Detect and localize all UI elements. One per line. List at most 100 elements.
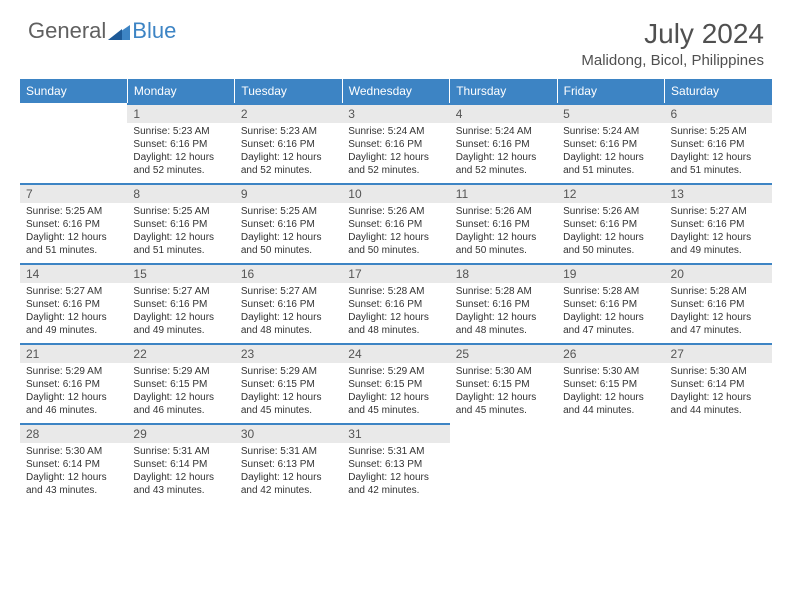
day-line: Sunset: 6:15 PM xyxy=(133,378,228,391)
day-content: Sunrise: 5:24 AMSunset: 6:16 PMDaylight:… xyxy=(450,123,557,183)
calendar-header: SundayMondayTuesdayWednesdayThursdayFrid… xyxy=(20,79,772,103)
day-line: Daylight: 12 hours xyxy=(563,391,658,404)
day-line: Daylight: 12 hours xyxy=(26,231,121,244)
calendar-day-cell: 19Sunrise: 5:28 AMSunset: 6:16 PMDayligh… xyxy=(557,263,664,343)
day-line: Sunrise: 5:25 AM xyxy=(133,205,228,218)
weekday-header: Sunday xyxy=(20,79,127,103)
day-line: Sunset: 6:16 PM xyxy=(456,138,551,151)
day-content: Sunrise: 5:26 AMSunset: 6:16 PMDaylight:… xyxy=(557,203,664,263)
day-number: 31 xyxy=(342,423,449,443)
day-number: 12 xyxy=(557,183,664,203)
weekday-header: Tuesday xyxy=(235,79,342,103)
calendar-day-cell: 14Sunrise: 5:27 AMSunset: 6:16 PMDayligh… xyxy=(20,263,127,343)
day-content: Sunrise: 5:26 AMSunset: 6:16 PMDaylight:… xyxy=(450,203,557,263)
day-line: Daylight: 12 hours xyxy=(241,151,336,164)
day-line: Sunrise: 5:26 AM xyxy=(563,205,658,218)
day-line: Sunrise: 5:24 AM xyxy=(348,125,443,138)
day-line: Sunset: 6:16 PM xyxy=(671,298,766,311)
weekday-header: Saturday xyxy=(665,79,772,103)
day-line: and 46 minutes. xyxy=(26,404,121,417)
day-line: Sunrise: 5:29 AM xyxy=(241,365,336,378)
day-line: and 52 minutes. xyxy=(241,164,336,177)
day-line: Sunrise: 5:29 AM xyxy=(26,365,121,378)
day-line: Sunrise: 5:24 AM xyxy=(563,125,658,138)
day-line: Sunrise: 5:28 AM xyxy=(563,285,658,298)
day-line: Daylight: 12 hours xyxy=(348,231,443,244)
day-line: Sunset: 6:14 PM xyxy=(671,378,766,391)
day-line: Sunrise: 5:30 AM xyxy=(456,365,551,378)
day-number: 22 xyxy=(127,343,234,363)
calendar-day-cell: 10Sunrise: 5:26 AMSunset: 6:16 PMDayligh… xyxy=(342,183,449,263)
day-line: Sunrise: 5:25 AM xyxy=(241,205,336,218)
day-line: Sunset: 6:16 PM xyxy=(563,138,658,151)
day-number: 9 xyxy=(235,183,342,203)
day-line: Sunset: 6:14 PM xyxy=(133,458,228,471)
day-line: Daylight: 12 hours xyxy=(563,231,658,244)
calendar-day-cell: 20Sunrise: 5:28 AMSunset: 6:16 PMDayligh… xyxy=(665,263,772,343)
day-content: Sunrise: 5:25 AMSunset: 6:16 PMDaylight:… xyxy=(235,203,342,263)
day-number: 26 xyxy=(557,343,664,363)
day-line: and 51 minutes. xyxy=(26,244,121,257)
calendar-day-cell: 6Sunrise: 5:25 AMSunset: 6:16 PMDaylight… xyxy=(665,103,772,183)
day-line: Daylight: 12 hours xyxy=(348,471,443,484)
day-line: Sunset: 6:16 PM xyxy=(671,138,766,151)
day-line: and 45 minutes. xyxy=(241,404,336,417)
day-line: and 50 minutes. xyxy=(348,244,443,257)
day-line: Sunset: 6:16 PM xyxy=(348,138,443,151)
day-line: Daylight: 12 hours xyxy=(671,311,766,324)
calendar-week-row: 28Sunrise: 5:30 AMSunset: 6:14 PMDayligh… xyxy=(20,423,772,503)
day-number: 1 xyxy=(127,103,234,123)
day-content: Sunrise: 5:30 AMSunset: 6:14 PMDaylight:… xyxy=(20,443,127,503)
day-line: and 48 minutes. xyxy=(456,324,551,337)
day-line: Sunrise: 5:27 AM xyxy=(133,285,228,298)
day-line: and 48 minutes. xyxy=(348,324,443,337)
calendar-day-cell xyxy=(665,423,772,503)
empty-day xyxy=(20,103,127,161)
empty-day xyxy=(557,423,664,481)
day-number: 3 xyxy=(342,103,449,123)
day-line: Sunrise: 5:23 AM xyxy=(133,125,228,138)
day-content: Sunrise: 5:27 AMSunset: 6:16 PMDaylight:… xyxy=(665,203,772,263)
calendar-day-cell: 17Sunrise: 5:28 AMSunset: 6:16 PMDayligh… xyxy=(342,263,449,343)
day-line: and 51 minutes. xyxy=(563,164,658,177)
day-line: Sunrise: 5:30 AM xyxy=(563,365,658,378)
day-line: Sunrise: 5:27 AM xyxy=(241,285,336,298)
day-line: Daylight: 12 hours xyxy=(456,151,551,164)
day-content: Sunrise: 5:28 AMSunset: 6:16 PMDaylight:… xyxy=(665,283,772,343)
calendar-day-cell: 13Sunrise: 5:27 AMSunset: 6:16 PMDayligh… xyxy=(665,183,772,263)
day-line: Sunset: 6:15 PM xyxy=(456,378,551,391)
day-number: 25 xyxy=(450,343,557,363)
calendar-day-cell: 27Sunrise: 5:30 AMSunset: 6:14 PMDayligh… xyxy=(665,343,772,423)
day-line: Sunset: 6:16 PM xyxy=(133,298,228,311)
day-content: Sunrise: 5:29 AMSunset: 6:16 PMDaylight:… xyxy=(20,363,127,423)
day-content: Sunrise: 5:23 AMSunset: 6:16 PMDaylight:… xyxy=(235,123,342,183)
day-line: and 49 minutes. xyxy=(133,324,228,337)
day-line: and 45 minutes. xyxy=(348,404,443,417)
day-content: Sunrise: 5:24 AMSunset: 6:16 PMDaylight:… xyxy=(557,123,664,183)
day-line: and 47 minutes. xyxy=(563,324,658,337)
calendar-day-cell xyxy=(557,423,664,503)
day-line: Sunrise: 5:25 AM xyxy=(671,125,766,138)
calendar-day-cell: 4Sunrise: 5:24 AMSunset: 6:16 PMDaylight… xyxy=(450,103,557,183)
day-line: Sunrise: 5:28 AM xyxy=(348,285,443,298)
day-content: Sunrise: 5:30 AMSunset: 6:15 PMDaylight:… xyxy=(557,363,664,423)
day-line: Sunset: 6:16 PM xyxy=(241,298,336,311)
calendar-day-cell: 29Sunrise: 5:31 AMSunset: 6:14 PMDayligh… xyxy=(127,423,234,503)
day-number: 27 xyxy=(665,343,772,363)
day-line: Sunset: 6:16 PM xyxy=(26,298,121,311)
day-line: Sunrise: 5:31 AM xyxy=(241,445,336,458)
day-number: 8 xyxy=(127,183,234,203)
day-content: Sunrise: 5:27 AMSunset: 6:16 PMDaylight:… xyxy=(235,283,342,343)
day-line: Sunrise: 5:31 AM xyxy=(133,445,228,458)
calendar-table: SundayMondayTuesdayWednesdayThursdayFrid… xyxy=(20,79,772,503)
calendar-day-cell: 2Sunrise: 5:23 AMSunset: 6:16 PMDaylight… xyxy=(235,103,342,183)
day-line: and 42 minutes. xyxy=(348,484,443,497)
day-line: Sunset: 6:13 PM xyxy=(241,458,336,471)
weekday-header: Monday xyxy=(127,79,234,103)
calendar-week-row: 14Sunrise: 5:27 AMSunset: 6:16 PMDayligh… xyxy=(20,263,772,343)
day-number: 15 xyxy=(127,263,234,283)
day-line: Sunrise: 5:27 AM xyxy=(26,285,121,298)
page-subtitle: Malidong, Bicol, Philippines xyxy=(581,52,764,69)
day-line: Sunset: 6:16 PM xyxy=(241,138,336,151)
day-line: and 52 minutes. xyxy=(348,164,443,177)
